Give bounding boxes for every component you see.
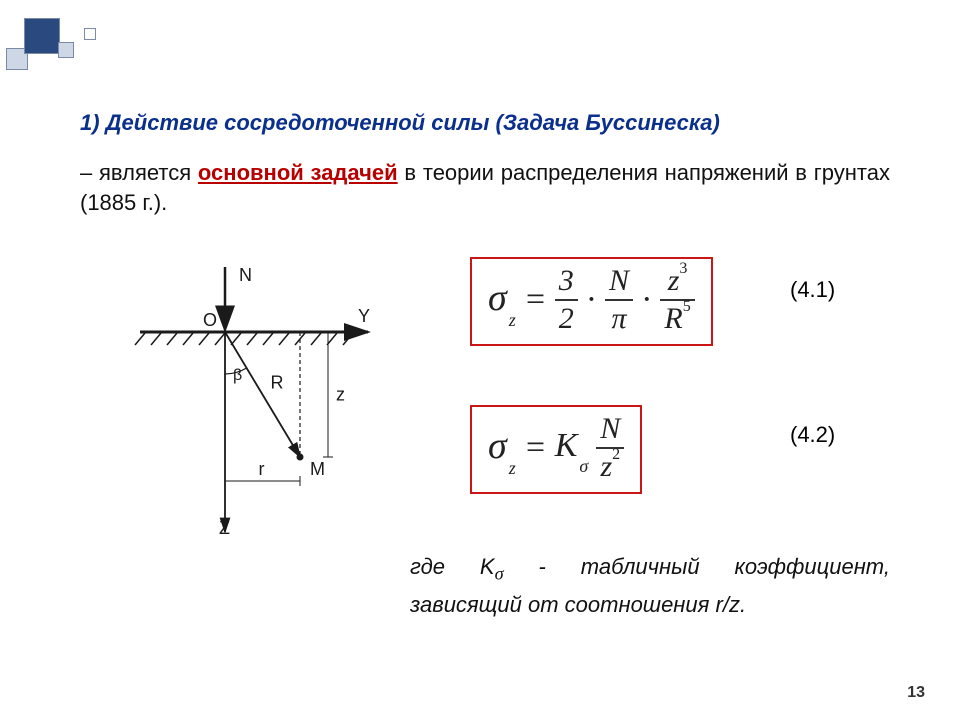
svg-text:Z: Z	[219, 518, 230, 538]
para-emphasis: основной задачей	[198, 160, 398, 185]
frac-z3-R5: z3 R5	[660, 265, 694, 334]
slide-content: 1) Действие сосредоточенной силы (Задача…	[80, 110, 890, 567]
page-number: 13	[907, 684, 925, 702]
svg-text:Y: Y	[358, 306, 370, 326]
sigma-sub-2: z	[509, 458, 516, 478]
equals: =	[524, 281, 547, 319]
svg-text:β: β	[233, 367, 242, 384]
equation-2-box: σz = Kσ N z2	[470, 405, 642, 494]
equation-1-number: (4.1)	[790, 277, 835, 303]
equals-2: =	[524, 429, 547, 467]
frac-N-pi: N π	[605, 265, 633, 334]
svg-text:O: O	[203, 310, 217, 330]
svg-text:M: M	[310, 459, 325, 479]
equation-2: σz = Kσ N z2	[488, 413, 624, 482]
frac-3-2: 3 2	[555, 265, 578, 334]
dot-2: ·	[641, 281, 652, 319]
svg-text:R: R	[271, 373, 284, 393]
figure-and-equations: NOYZRβrzM σz = 3 2 · N π · z3	[80, 247, 890, 567]
svg-text:r: r	[259, 459, 265, 479]
boussinesq-diagram: N O Y Z Rβ r z M	[120, 257, 380, 547]
intro-paragraph: – является основной задачей в теории рас…	[80, 158, 890, 217]
equation-1: σz = 3 2 · N π · z3 R5	[488, 265, 695, 334]
para-prefix: – является	[80, 160, 198, 185]
frac-N-z2: N z2	[596, 413, 624, 482]
dot-1: ·	[586, 281, 597, 319]
K-sigma: Kσ	[555, 427, 589, 469]
footer-note: где Kσ - табличный коэффициент, зависящи…	[410, 550, 890, 621]
section-title: 1) Действие сосредоточенной силы (Задача…	[80, 110, 890, 136]
sigma-symbol-2: σ	[488, 425, 507, 467]
equation-1-box: σz = 3 2 · N π · z3 R5	[470, 257, 713, 346]
sigma-sub: z	[509, 310, 516, 330]
svg-text:z: z	[336, 385, 345, 405]
equation-2-number: (4.2)	[790, 422, 835, 448]
decorative-squares	[6, 18, 126, 68]
svg-text:N: N	[239, 265, 252, 285]
sigma-symbol: σ	[488, 277, 507, 319]
